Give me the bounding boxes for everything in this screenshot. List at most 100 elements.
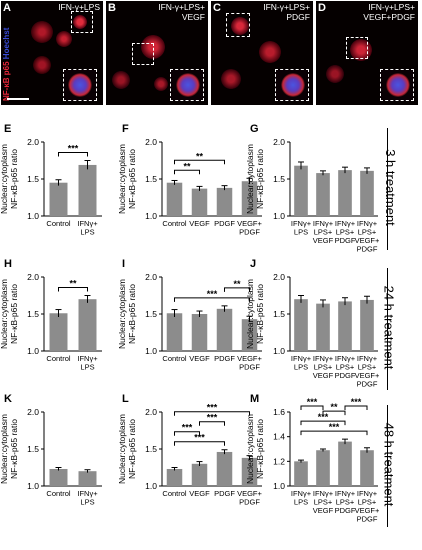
y-tick-label: 2.0 xyxy=(145,137,157,147)
x-tick-label: PDGF xyxy=(214,219,235,228)
y-tick-label: 1.2 xyxy=(273,456,285,466)
y-tick-label: 1.5 xyxy=(273,174,285,184)
y-tick-label: 2.0 xyxy=(273,137,285,147)
x-tick-label: Control xyxy=(162,489,187,498)
bar xyxy=(338,441,352,486)
bar xyxy=(316,173,330,216)
bar xyxy=(166,313,183,351)
chart-panel-e: E Nuclear:cytoplasmNF-κB-p65 ratio 1.0 1.5 2… xyxy=(0,123,102,237)
x-tick-label: VEGF xyxy=(189,354,210,363)
significance-bracket xyxy=(174,159,225,165)
panel-letter: K xyxy=(4,393,12,405)
x-tick-label: VEGF xyxy=(189,219,210,228)
panel-letter: C xyxy=(213,2,221,14)
y-axis-label: Nuclear:cytoplasmNF-κB-p65 ratio xyxy=(0,279,19,349)
bar xyxy=(78,164,97,216)
panel-title: IFN-γ+LPS xyxy=(58,2,100,12)
significance-bracket xyxy=(174,297,250,302)
row-label-24h: 24 h treatment xyxy=(381,285,397,370)
bar xyxy=(241,457,258,486)
y-axis-label: Nuclear:cytoplasmNF-κB-p65 ratio xyxy=(0,414,19,484)
y-axis-label: Nuclear:cytoplasmNF-κB-p65 ratio xyxy=(117,144,137,214)
chart-panel-g: G Nuclear:cytoplasmNF-κB-p65 ratio 1.0 1.5 2… xyxy=(245,123,380,254)
x-tick-label: IFNγ+ LPS+ VEGF+ PDGF xyxy=(355,219,380,254)
y-tick-label: 1.0 xyxy=(145,211,157,221)
panel-letter: E xyxy=(4,123,11,135)
bar xyxy=(191,314,208,351)
bar xyxy=(360,299,374,351)
significance-label: *** xyxy=(207,413,218,423)
y-axis-label: Nuclear:cytoplasmNF-κB-p65 ratio xyxy=(0,144,19,214)
x-tick-label: IFNγ+ LPS+ VEGF xyxy=(313,489,334,515)
x-tick-label: PDGF xyxy=(214,489,235,498)
inset-marker xyxy=(132,43,154,65)
significance-label: ** xyxy=(330,402,338,412)
chart-panel-k: K Nuclear:cytoplasmNF-κB-p65 ratio 1.0 1.5 2… xyxy=(0,393,102,507)
bar xyxy=(338,301,352,351)
x-tick-label: IFNγ+ LPS+ VEGF xyxy=(313,354,334,380)
significance-bracket xyxy=(58,287,88,292)
row-divider xyxy=(387,405,388,527)
y-tick-label: 1.5 xyxy=(27,444,39,454)
y-tick-label: 1.5 xyxy=(145,174,157,184)
significance-bracket xyxy=(300,405,324,410)
panel-letter: G xyxy=(250,123,259,135)
significance-bracket xyxy=(344,405,368,410)
x-tick-label: IFNγ+ LPS+ VEGF+ PDGF xyxy=(355,489,380,524)
x-tick-label: IFNγ+ LPS xyxy=(291,489,312,507)
y-tick-label: 2.0 xyxy=(145,407,157,417)
y-tick-label: 2.0 xyxy=(273,272,285,282)
y-tick-label: 2.0 xyxy=(27,407,39,417)
panel-letter: J xyxy=(250,258,256,270)
y-tick-label: 2.0 xyxy=(27,272,39,282)
panel-letter: H xyxy=(4,258,12,270)
y-tick-label: 1.0 xyxy=(145,481,157,491)
significance-label: *** xyxy=(351,397,362,407)
significance-label: ** xyxy=(196,151,204,161)
bar xyxy=(78,471,97,486)
significance-label: *** xyxy=(207,289,218,299)
x-tick-label: IFNγ+ LPS xyxy=(291,354,312,372)
bar xyxy=(360,170,374,216)
row-label-48h: 48 h treatment xyxy=(381,422,397,507)
significance-label: ** xyxy=(183,161,191,171)
y-tick-label: 1.5 xyxy=(145,444,157,454)
inset-zoom xyxy=(170,69,204,101)
x-tick-label: Control xyxy=(162,219,187,228)
significance-bracket xyxy=(199,421,225,426)
significance-bracket xyxy=(58,152,88,157)
x-tick-label: IFNγ+ LPS+ PDGF xyxy=(335,219,356,245)
significance-label: ** xyxy=(233,279,241,289)
chart-panel-l: L Nuclear:cytoplasmNF-κB-p65 ratio 1.0 1.5 2… xyxy=(117,393,263,507)
significance-bracket xyxy=(174,411,250,416)
y-tick-label: 1.0 xyxy=(145,346,157,356)
chart-panel-f: F Nuclear:cytoplasmNF-κB-p65 ratio 1.0 1.5 2… xyxy=(117,123,263,237)
bar xyxy=(191,463,208,486)
bar xyxy=(241,181,258,216)
x-tick-label: IFNγ+ LPS xyxy=(77,489,98,507)
x-tick-label: IFNγ+ LPS+ PDGF xyxy=(335,489,356,515)
significance-label: *** xyxy=(307,397,318,407)
x-tick-label: IFNγ+ LPS xyxy=(77,354,98,372)
panel-title: IFN-γ+LPS+ VEGF+PDGF xyxy=(363,2,415,22)
y-tick-label: 2.0 xyxy=(145,272,157,282)
bar xyxy=(78,299,97,351)
bar xyxy=(360,450,374,486)
panel-letter: F xyxy=(122,123,129,135)
y-axis-label: Nuclear:cytoplasmNF-κB-p65 ratio xyxy=(117,279,137,349)
y-axis-label: Nuclear:cytoplasmNF-κB-p65 ratio xyxy=(245,144,265,214)
bar xyxy=(166,182,183,216)
significance-bracket xyxy=(174,441,225,446)
y-tick-label: 1.0 xyxy=(273,211,285,221)
y-tick-label: 1.0 xyxy=(27,481,39,491)
panel-letter: B xyxy=(108,2,116,14)
x-tick-label: Control xyxy=(46,354,71,363)
x-tick-label: PDGF xyxy=(214,354,235,363)
y-tick-label: 1.5 xyxy=(145,309,157,319)
significance-label: *** xyxy=(194,433,205,443)
bar xyxy=(294,461,308,486)
panel-letter: M xyxy=(250,393,259,405)
inset-zoom xyxy=(380,69,414,101)
x-tick-label: IFNγ+ LPS xyxy=(291,219,312,237)
micrograph-b: B IFN-γ+LPS+ VEGF xyxy=(106,1,208,105)
